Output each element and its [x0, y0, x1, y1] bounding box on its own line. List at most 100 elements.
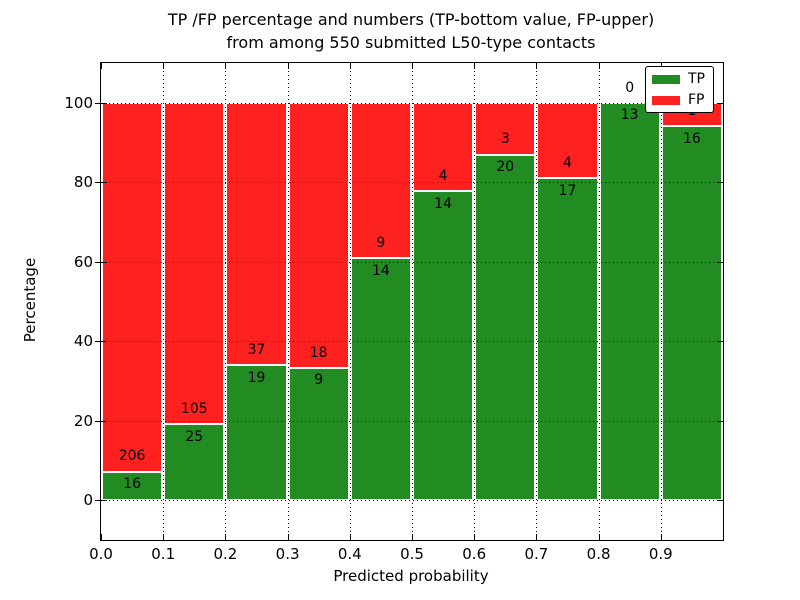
y-tick-right — [717, 182, 723, 184]
x-tick-label: 0.4 — [337, 545, 362, 563]
bar-segment-tp-0 — [102, 471, 163, 501]
x-tick-label: 0.5 — [400, 545, 424, 563]
x-tick-top — [536, 63, 538, 69]
bar-count-label-fp-4: 9 — [376, 235, 386, 252]
x-tick-bottom — [163, 534, 165, 540]
chart-title: TP /FP percentage and numbers (TP-bottom… — [100, 8, 722, 54]
x-tick-label: 0.7 — [524, 545, 549, 563]
x-tick-label: 0.3 — [275, 545, 300, 563]
bar-segment-fp-4 — [350, 102, 411, 259]
x-gridline — [163, 63, 165, 540]
x-tick-bottom — [225, 534, 227, 540]
x-tick-bottom — [660, 534, 662, 540]
bar-count-label-tp-1: 25 — [185, 428, 204, 445]
x-gridline — [349, 63, 351, 540]
x-tick-label: 0.1 — [151, 545, 176, 563]
bar-segment-tp-2 — [226, 365, 287, 501]
x-gridline — [598, 63, 600, 540]
y-tick-right — [717, 500, 723, 502]
legend-label-fp: FP — [688, 92, 705, 108]
x-tick-bottom — [287, 534, 289, 540]
x-tick-bottom — [598, 534, 600, 540]
bar-count-label-fp-6: 3 — [500, 131, 510, 148]
x-tick-top — [163, 63, 165, 69]
bar-count-label-fp-2: 37 — [247, 342, 266, 359]
y-tick-right — [717, 102, 723, 104]
y-tick-left — [95, 500, 107, 502]
y-tick-label: 100 — [64, 93, 93, 112]
x-tick-top — [101, 63, 102, 69]
y-tick-label: 0 — [83, 491, 93, 510]
chart-title-line2: from among 550 submitted L50-type contac… — [226, 33, 596, 52]
legend-entry-tp: TP — [652, 72, 707, 86]
x-gridline — [660, 63, 662, 540]
x-tick-bottom — [349, 534, 351, 540]
x-tick-label: 0.2 — [213, 545, 238, 563]
y-tick-label: 40 — [73, 332, 93, 351]
x-axis-label: Predicted probability — [333, 567, 489, 585]
bar-count-label-tp-0: 16 — [123, 476, 142, 493]
y-tick-left — [95, 341, 107, 343]
bar-count-label-fp-8: 0 — [625, 79, 635, 96]
bar-segment-tp-4 — [350, 258, 411, 501]
bar-segment-tp-7 — [537, 178, 598, 501]
x-tick-top — [474, 63, 476, 69]
x-tick-top — [225, 63, 227, 69]
bar-count-label-fp-3: 18 — [309, 344, 328, 361]
x-tick-top — [349, 63, 351, 69]
legend-entry-fp: FP — [652, 93, 707, 107]
x-tick-bottom — [536, 534, 538, 540]
x-tick-top — [598, 63, 600, 69]
x-tick-label: 0.6 — [462, 545, 487, 563]
legend: TP FP — [645, 66, 714, 113]
bar-segment-fp-3 — [288, 102, 349, 368]
plot-area: 206161052537191899144143204170131160.00.… — [64, 62, 724, 563]
tp-swatch-icon — [652, 74, 680, 84]
x-tick-top — [287, 63, 289, 69]
x-gridline — [287, 63, 289, 540]
y-tick-left — [95, 420, 107, 422]
y-tick-left — [95, 261, 107, 263]
x-tick-bottom — [474, 534, 476, 540]
bar-count-label-tp-8: 13 — [620, 107, 639, 124]
bar-count-label-tp-5: 14 — [434, 195, 453, 212]
chart-title-line1: TP /FP percentage and numbers (TP-bottom… — [167, 10, 655, 29]
bar-segment-fp-1 — [164, 102, 225, 424]
x-tick-top — [412, 63, 413, 69]
fp-swatch-icon — [652, 95, 680, 105]
bar-count-label-tp-4: 14 — [371, 263, 390, 279]
x-tick-label: 0.0 — [89, 545, 113, 563]
bar-count-label-fp-7: 4 — [563, 155, 572, 172]
x-gridline — [536, 63, 538, 540]
x-gridline — [412, 63, 413, 540]
bar-count-label-tp-6: 20 — [496, 159, 515, 176]
x-gridline — [225, 63, 227, 540]
bar-segment-fp-6 — [475, 102, 536, 155]
bar-segment-tp-1 — [164, 423, 225, 501]
bar-count-label-tp-7: 17 — [558, 183, 577, 200]
y-tick-left — [95, 182, 107, 184]
bar-segment-tp-3 — [288, 367, 349, 501]
bar-segment-tp-6 — [475, 154, 536, 501]
bar-segment-fp-2 — [226, 102, 287, 366]
x-tick-bottom — [101, 534, 102, 540]
y-tick-right — [717, 341, 723, 343]
y-tick-label: 80 — [73, 173, 93, 192]
y-tick-left — [95, 102, 107, 104]
y-tick-right — [717, 261, 723, 263]
bar-count-label-tp-3: 9 — [314, 372, 324, 389]
bar-segment-tp-5 — [413, 191, 474, 501]
y-tick-right — [717, 420, 723, 422]
x-tick-bottom — [412, 534, 413, 540]
bar-count-label-tp-9: 16 — [682, 130, 701, 147]
bar-segment-tp-8 — [599, 102, 660, 501]
bar-segment-fp-0 — [102, 102, 163, 472]
y-tick-label: 20 — [73, 411, 93, 430]
x-tick-label: 0.9 — [648, 545, 673, 563]
bar-count-label-fp-0: 206 — [118, 448, 146, 465]
bar-count-label-fp-5: 4 — [438, 167, 448, 184]
bar-count-label-fp-1: 105 — [180, 400, 208, 417]
legend-label-tp: TP — [688, 71, 705, 87]
x-gridline — [474, 63, 476, 540]
